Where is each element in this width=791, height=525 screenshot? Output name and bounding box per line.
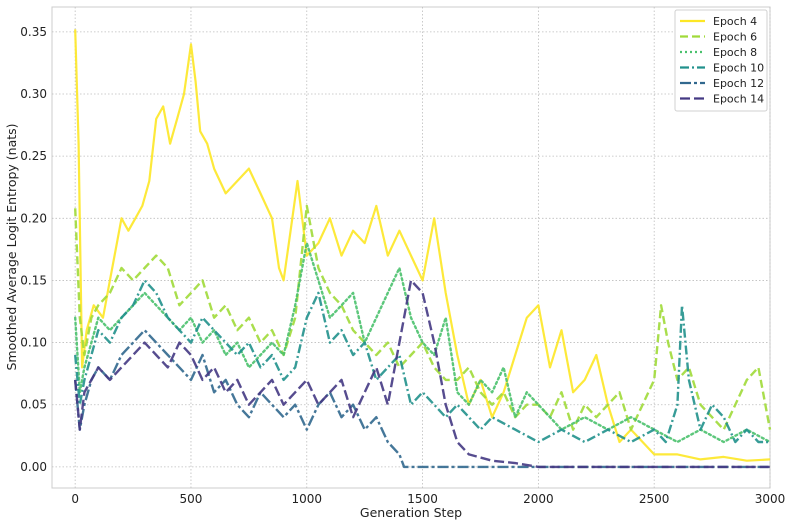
legend-label: Epoch 10 [713,62,764,75]
legend: Epoch 4 Epoch 6 Epoch 8 Epoch 10 Epoch 12 Epo… [674,9,768,112]
y-tick-label: 0.20 [20,211,47,225]
y-tick-label: 0.10 [20,336,47,350]
y-tick-label: 0.35 [20,25,47,39]
legend-label: Epoch 12 [713,77,764,90]
legend-box [674,9,768,112]
legend-label: Epoch 6 [713,31,757,44]
legend-label: Epoch 14 [713,93,764,106]
tick-labels: 0 500 1000 1500 2000 2500 3000 0.00 0.05 0.10 0.15… [20,25,785,506]
y-tick-label: 0.15 [20,273,47,287]
series-line-epoch-4 [74,29,771,462]
x-tick-label: 1000 [292,492,323,506]
x-tick-label: 2500 [639,492,670,506]
y-tick-label: 0.05 [20,398,47,412]
x-tick-label: 500 [180,492,203,506]
x-tick-label: 0 [71,492,79,506]
x-axis-label: Generation Step [360,505,462,520]
series-line-epoch-6 [74,204,772,431]
series-lines [73,29,772,469]
x-tick-label: 1500 [407,492,438,506]
y-tick-label: 0.25 [20,149,47,163]
series-line-epoch-8 [73,241,772,444]
legend-label: Epoch 4 [713,15,757,28]
series-line-epoch-12 [74,329,770,469]
legend-label: Epoch 8 [713,46,757,59]
x-tick-label: 2000 [523,492,554,506]
series-line-epoch-14 [74,279,770,469]
y-axis-label: Smoothed Average Logit Entropy (nats) [4,123,19,370]
y-tick-label: 0.30 [20,87,47,101]
y-tick-label: 0.00 [20,460,47,474]
series-line-epoch-10 [74,279,770,444]
plot-background [51,6,771,489]
x-tick-label: 3000 [755,492,786,506]
